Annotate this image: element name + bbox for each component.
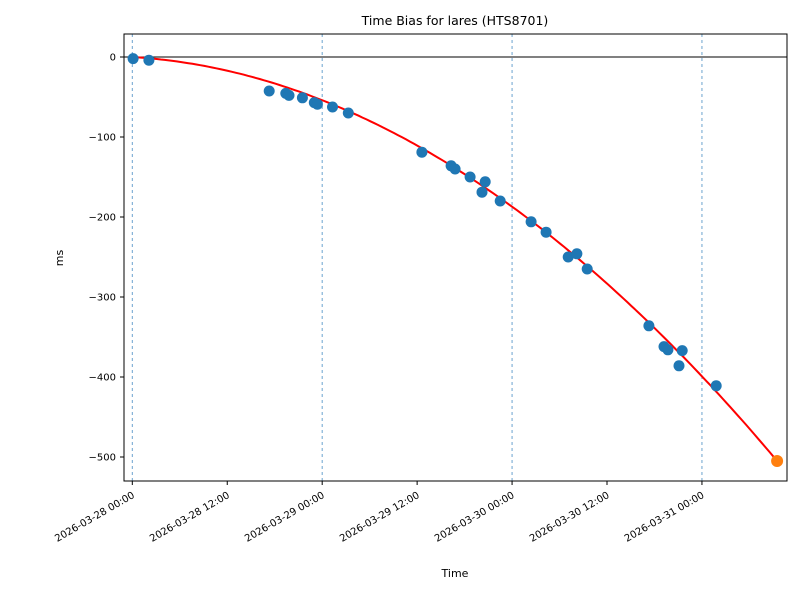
x-tick-label: 2026-03-28 00:00 bbox=[53, 490, 137, 545]
observed-bias-marker bbox=[540, 226, 552, 238]
y-tick-label: −100 bbox=[89, 133, 116, 144]
y-tick-label: −300 bbox=[89, 293, 116, 304]
gridline-layer bbox=[124, 34, 787, 481]
fit-curve bbox=[132, 56, 779, 462]
x-tick-label: 2026-03-28 12:00 bbox=[148, 490, 232, 545]
observed-bias-marker bbox=[416, 146, 428, 158]
x-axis-label: Time bbox=[441, 567, 469, 580]
observed-bias-marker bbox=[464, 171, 476, 183]
observed-bias-marker bbox=[449, 163, 461, 175]
x-tick-label: 2026-03-29 00:00 bbox=[243, 490, 327, 545]
x-tick-label: 2026-03-30 00:00 bbox=[433, 490, 517, 545]
observed-bias-marker bbox=[571, 248, 583, 260]
observed-bias-marker bbox=[311, 98, 323, 110]
y-tick-label: −500 bbox=[89, 453, 116, 464]
observed-bias-marker bbox=[143, 54, 155, 66]
observed-bias-marker bbox=[263, 85, 275, 97]
axes-layer: 2026-03-28 00:00 2026-03-28 12:00 2026-03-… bbox=[53, 33, 788, 545]
observed-bias-marker bbox=[673, 360, 685, 372]
observed-bias-marker bbox=[643, 320, 655, 332]
observed-bias-marker bbox=[479, 176, 491, 188]
y-tick-label: −400 bbox=[89, 373, 116, 384]
observed-bias-marker bbox=[127, 53, 139, 65]
data-layer bbox=[127, 53, 784, 467]
observed-bias-marker bbox=[676, 345, 688, 357]
observed-bias-marker bbox=[342, 107, 354, 119]
observed-bias-marker bbox=[327, 101, 338, 113]
x-tick-label: 2026-03-29 12:00 bbox=[338, 490, 422, 545]
y-axis-label: ms bbox=[53, 250, 66, 267]
latest-extrapolated-point-marker bbox=[771, 455, 784, 467]
y-tick-label: −200 bbox=[89, 213, 116, 224]
y-tick-label: 0 bbox=[110, 53, 116, 64]
x-tick-label: 2026-03-31 00:00 bbox=[623, 490, 707, 545]
observed-bias-marker bbox=[525, 216, 537, 228]
x-tick-label: 2026-03-30 12:00 bbox=[528, 490, 612, 545]
observed-bias-marker bbox=[581, 263, 593, 275]
observed-bias-marker bbox=[562, 251, 574, 263]
observed-bias-marker bbox=[494, 195, 506, 207]
observed-bias-marker bbox=[662, 344, 674, 356]
observed-bias-marker bbox=[296, 92, 308, 104]
observed-bias-marker bbox=[476, 186, 488, 198]
chart-title: Time Bias for lares (HTS8701) bbox=[361, 13, 549, 28]
plot-border bbox=[123, 33, 788, 482]
observed-bias-marker bbox=[710, 380, 722, 392]
observed-bias-marker bbox=[283, 89, 295, 101]
